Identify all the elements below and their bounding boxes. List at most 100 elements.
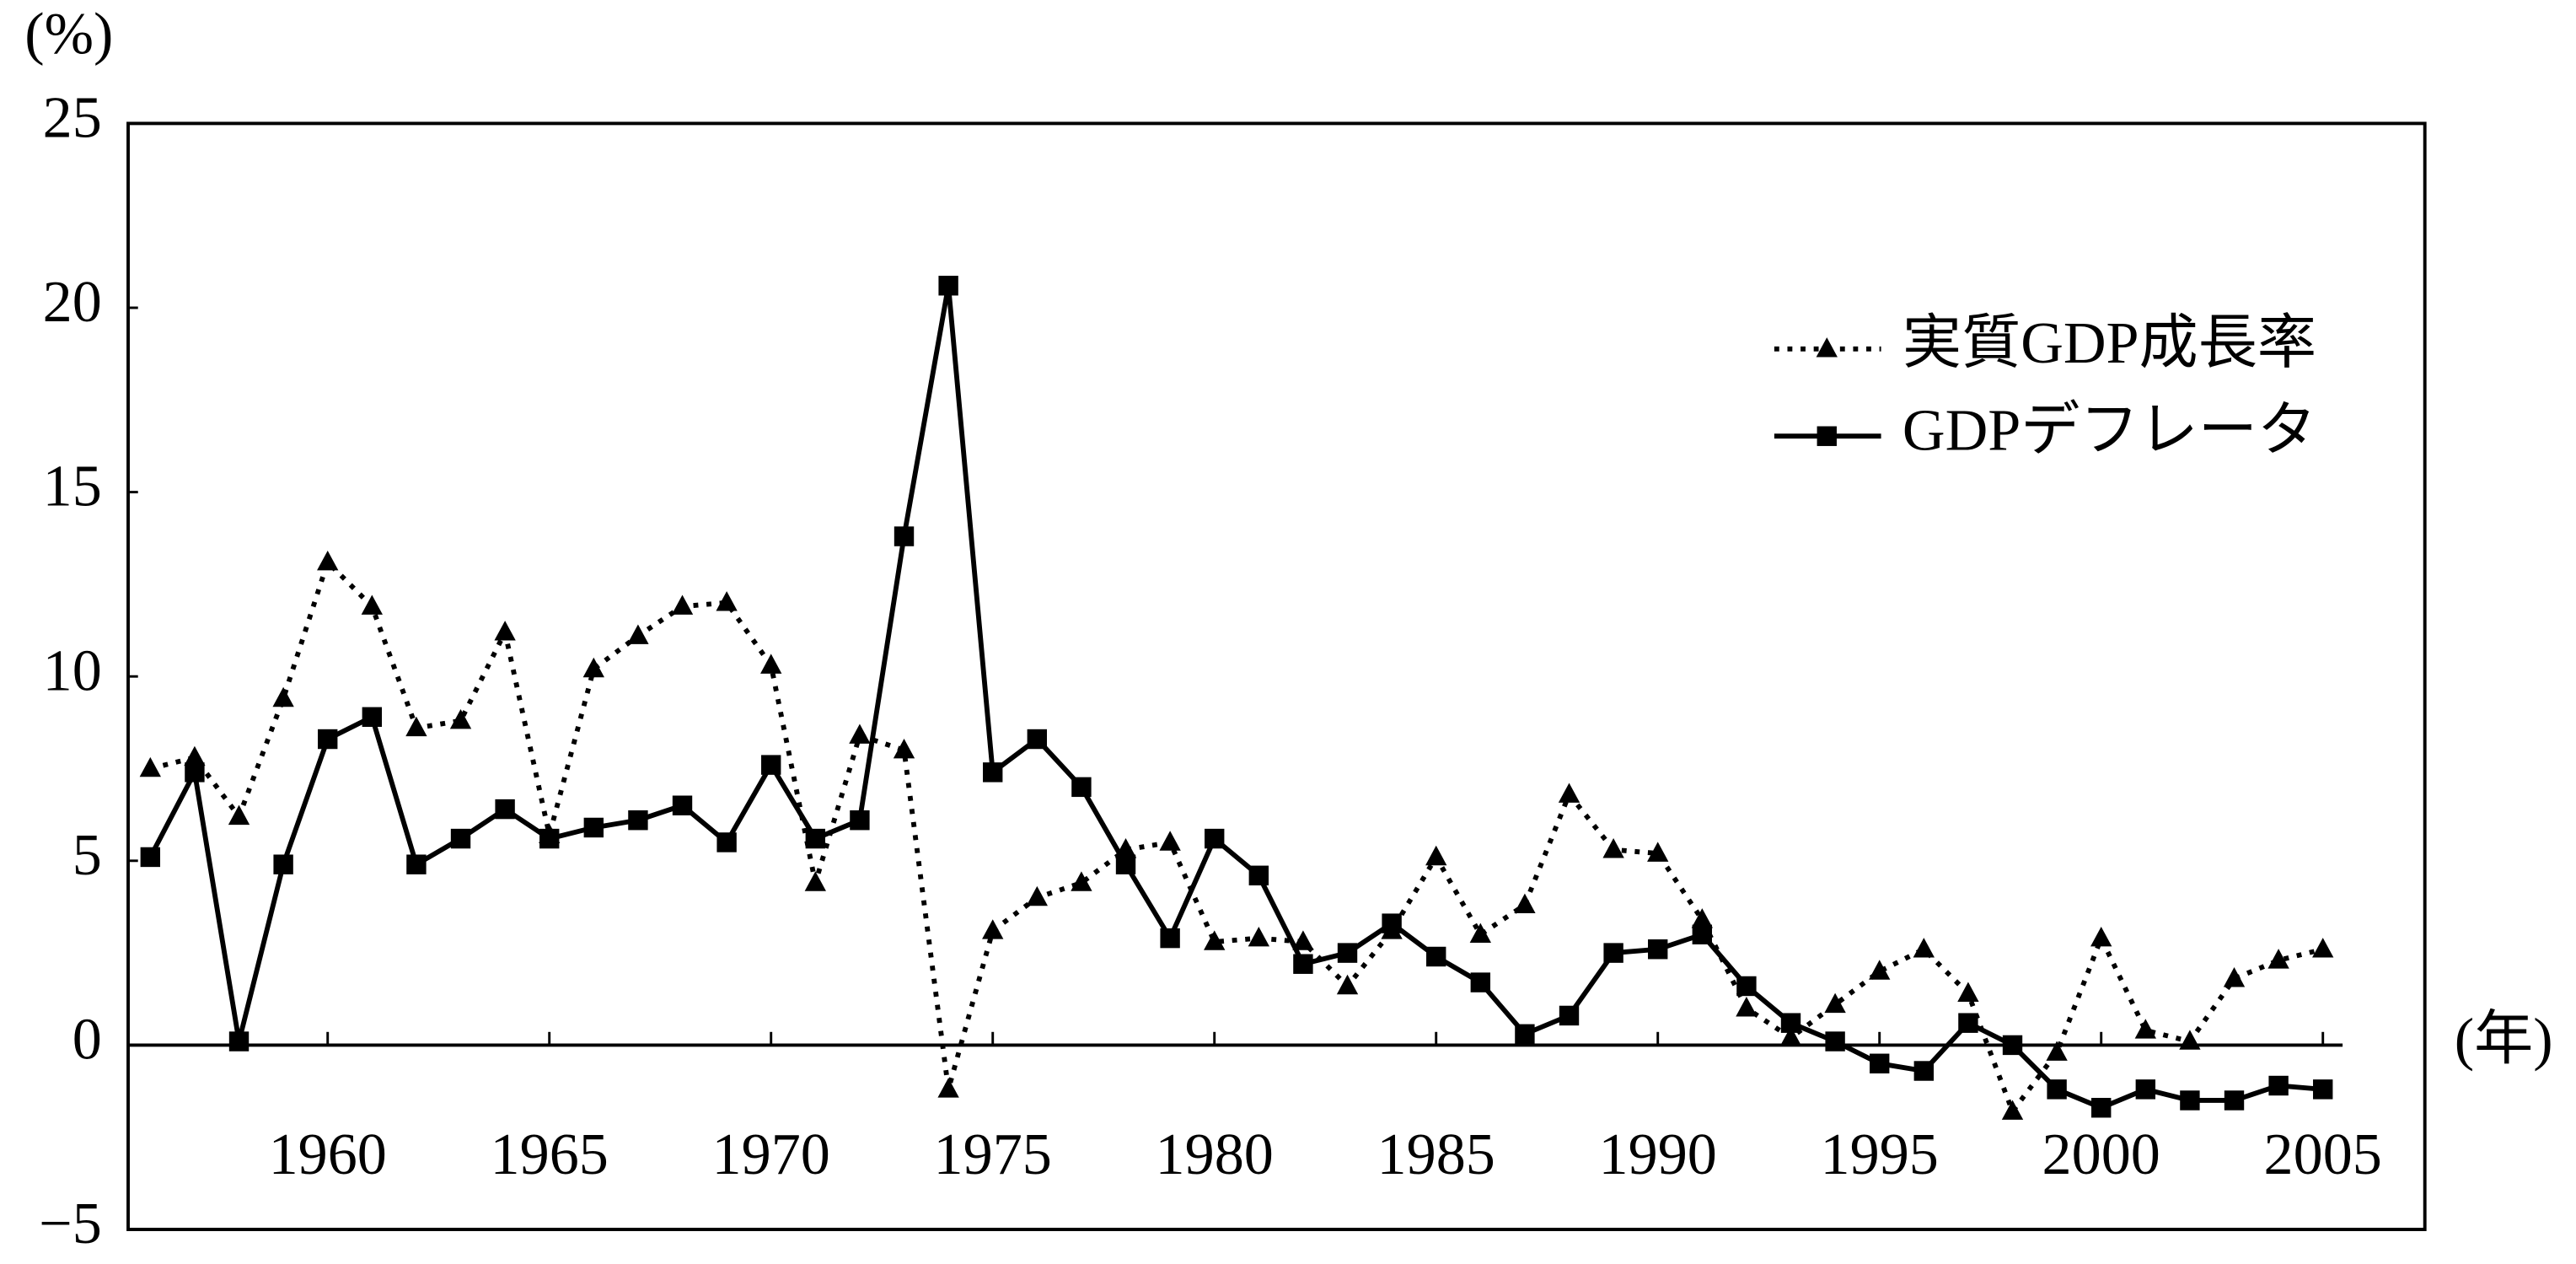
- data-point: [1558, 783, 1580, 803]
- data-point: [405, 716, 427, 737]
- data-point: [1336, 974, 1359, 995]
- x-tick-label: 1985: [1377, 1121, 1495, 1187]
- data-point: [1736, 997, 1758, 1017]
- data-point: [1248, 926, 1269, 947]
- data-point: [1602, 838, 1624, 858]
- data-point: [1691, 908, 1713, 928]
- data-point: [1426, 946, 1446, 967]
- data-point: [1115, 854, 1136, 874]
- y-tick-label: 15: [43, 454, 102, 519]
- x-tick-label: 1970: [712, 1121, 830, 1187]
- data-point: [850, 809, 870, 831]
- data-point: [272, 686, 294, 707]
- data-point: [716, 591, 738, 611]
- data-point: [2047, 1079, 2067, 1100]
- data-point: [627, 624, 649, 644]
- data-point: [582, 657, 604, 678]
- data-point: [1736, 976, 1757, 997]
- data-point: [1205, 828, 1225, 849]
- data-point: [406, 854, 427, 874]
- data-point: [2046, 1041, 2068, 1061]
- data-point: [983, 762, 1003, 783]
- data-point: [937, 1078, 959, 1098]
- x-tick-label: 1995: [1821, 1121, 1939, 1187]
- data-point: [185, 762, 205, 783]
- x-tick-label: 1980: [1156, 1121, 1274, 1187]
- data-point: [2001, 1100, 2024, 1120]
- data-point: [2223, 967, 2246, 987]
- x-tick-label: 2005: [2264, 1121, 2382, 1187]
- legend-marker: [1816, 337, 1838, 358]
- data-point: [362, 707, 383, 728]
- data-point: [228, 1031, 250, 1052]
- y-tick-label: 5: [72, 822, 102, 888]
- data-point: [1647, 842, 1669, 862]
- data-point: [583, 817, 604, 838]
- data-point: [804, 871, 826, 891]
- data-point: [760, 654, 782, 674]
- data-point: [494, 621, 516, 641]
- legend-label: 実質GDP成長率: [1902, 310, 2316, 376]
- data-point: [228, 804, 250, 826]
- data-point: [1027, 729, 1048, 750]
- x-tick-label: 1990: [1599, 1121, 1717, 1187]
- plot-frame: [126, 121, 2427, 1231]
- data-point: [1514, 893, 1536, 914]
- data-point: [317, 551, 339, 571]
- data-point: [495, 799, 515, 820]
- data-point: [1648, 939, 1668, 960]
- data-point: [1692, 924, 1713, 944]
- data-point: [1204, 930, 1226, 950]
- data-point: [672, 795, 693, 815]
- data-point: [1957, 982, 1979, 1002]
- data-point: [1382, 913, 1402, 933]
- data-point: [139, 756, 161, 777]
- data-point: [2267, 949, 2289, 969]
- data-point: [273, 854, 293, 874]
- y-tick-label: 20: [43, 269, 102, 335]
- data-point: [2135, 1079, 2156, 1100]
- data-point: [1470, 972, 1491, 992]
- data-point: [361, 594, 383, 615]
- data-point: [1248, 865, 1269, 886]
- y-unit-label: (%): [24, 1, 113, 67]
- y-tick-label: 10: [43, 637, 102, 703]
- data-point: [2179, 1030, 2201, 1050]
- data-point: [2268, 1075, 2289, 1096]
- data-point: [318, 729, 338, 750]
- data-point: [1824, 992, 1846, 1014]
- data-point: [2090, 926, 2112, 947]
- data-point: [1559, 1005, 1580, 1026]
- data-point: [938, 276, 958, 296]
- data-point: [1071, 871, 1092, 891]
- data-point: [2224, 1090, 2245, 1111]
- data-point: [2312, 938, 2334, 958]
- data-point: [2091, 1098, 2112, 1118]
- data-point: [893, 738, 915, 759]
- data-point: [1159, 831, 1181, 851]
- x-tick-label: 1965: [491, 1121, 609, 1187]
- data-point: [671, 594, 694, 615]
- data-point: [450, 828, 471, 849]
- data-point: [1779, 1026, 1802, 1046]
- data-point: [1515, 1024, 1535, 1045]
- data-point: [184, 745, 206, 766]
- data-point: [1958, 1013, 1978, 1033]
- data-point: [1870, 1053, 1890, 1073]
- data-point: [628, 809, 648, 831]
- data-point: [1337, 943, 1358, 963]
- x-tick-label: 1960: [269, 1121, 387, 1187]
- data-point: [894, 526, 915, 546]
- data-point: [1469, 922, 1491, 944]
- data-point: [1292, 930, 1314, 950]
- data-point: [716, 832, 737, 853]
- data-point: [449, 709, 472, 729]
- data-point: [2134, 1019, 2156, 1039]
- data-point: [982, 919, 1004, 939]
- data-point: [1869, 960, 1891, 980]
- x-unit-label: (年): [2455, 1006, 2553, 1072]
- legend-marker: [1817, 426, 1837, 446]
- data-point: [1913, 1061, 1935, 1081]
